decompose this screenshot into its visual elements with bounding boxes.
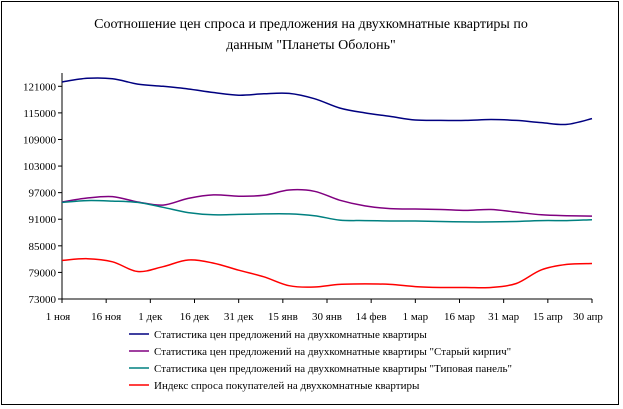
- x-tick-label: 16 мар: [444, 311, 476, 323]
- series-line-1: [61, 77, 593, 126]
- chart-title-line2: данным "Планеты Оболонь": [226, 38, 396, 53]
- series-line-4: [61, 257, 593, 289]
- chart-frame: Соотношение цен спроса и предложения на …: [1, 1, 619, 405]
- x-tick-label: 16 ноя: [91, 311, 121, 323]
- chart-title: Соотношение цен спроса и предложения на …: [2, 14, 620, 56]
- x-tick-label: 1 ноя: [46, 311, 71, 323]
- y-tick-label: 91000: [29, 214, 57, 226]
- x-tick-label: 30 янв: [312, 311, 342, 323]
- line-chart: 73000 79000 85000 91000 97000 103000 109000 115…: [23, 73, 603, 392]
- legend-label-1: Статистика цен предложений на двухкомнат…: [154, 329, 427, 341]
- legend-label-2: Статистика цен предложений на двухкомнат…: [154, 346, 511, 358]
- y-tick-label: 79000: [29, 267, 57, 279]
- y-tick-label: 121000: [23, 81, 57, 93]
- x-tick-label: 1 дек: [138, 311, 163, 323]
- x-tick-label: 1 мар: [403, 311, 429, 323]
- series-line-3: [61, 199, 593, 223]
- x-tick-label: 15 апр: [533, 311, 563, 323]
- x-tick-label: 31 дек: [224, 311, 254, 323]
- x-tick-label: 30 апр: [573, 311, 603, 323]
- x-tick-label: 31 мар: [488, 311, 520, 323]
- legend-label-4: Индекс спроса покупателей на двухкомнатн…: [154, 380, 420, 392]
- legend-label-3: Статистика цен предложений на двухкомнат…: [154, 363, 512, 375]
- y-tick-label: 73000: [29, 294, 57, 306]
- y-tick-label: 97000: [29, 188, 57, 200]
- y-tick-label: 85000: [29, 241, 57, 253]
- y-tick-label: 109000: [23, 134, 57, 146]
- x-tick-label: 16 дек: [180, 311, 210, 323]
- y-tick-label: 115000: [23, 108, 56, 120]
- x-tick-label: 15 янв: [268, 311, 298, 323]
- chart-title-line1: Соотношение цен спроса и предложения на …: [94, 17, 528, 32]
- y-tick-label: 103000: [23, 161, 57, 173]
- x-tick-label: 14 фев: [356, 311, 387, 323]
